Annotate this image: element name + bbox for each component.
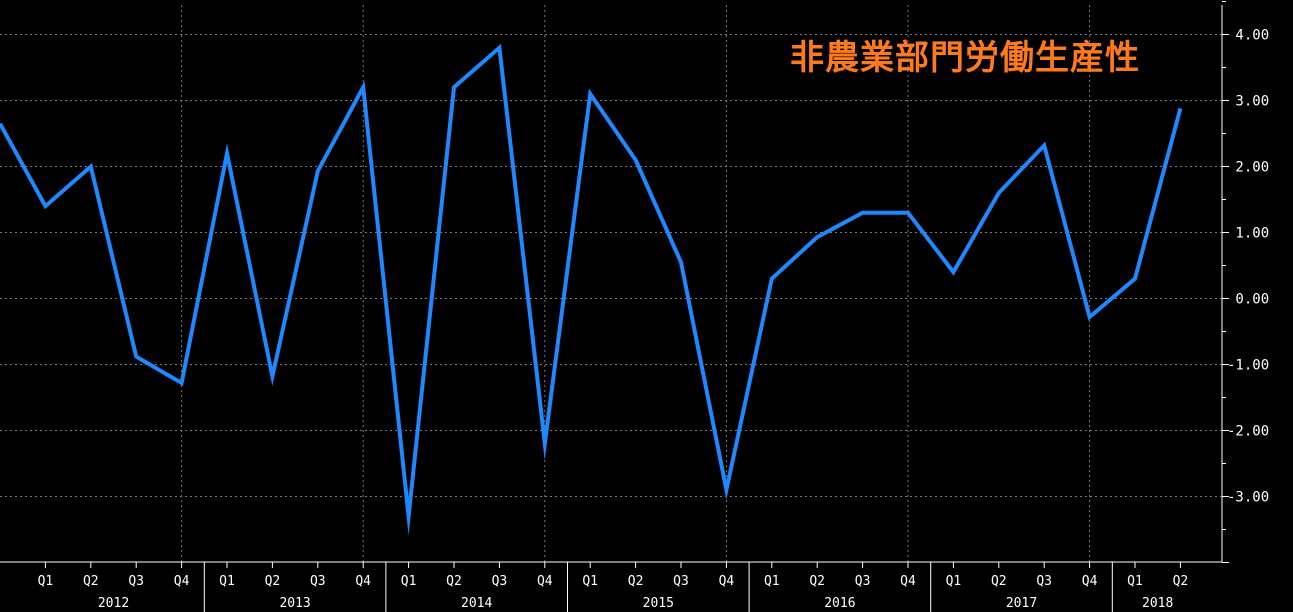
y-tick-label: 4.00 (1227, 28, 1269, 44)
data-point (134, 355, 138, 359)
data-point (270, 374, 274, 378)
x-tick-label: Q4 (537, 574, 553, 589)
y-tick-label: -2.00 (1227, 424, 1269, 440)
data-point (497, 46, 501, 50)
x-tick-label: Q3 (673, 574, 689, 589)
data-point (815, 235, 819, 239)
data-point (361, 85, 365, 89)
year-label: 2013 (279, 596, 310, 611)
data-point (225, 151, 229, 155)
x-tick-label: Q4 (900, 574, 916, 589)
x-tick-label: Q4 (1082, 574, 1098, 589)
x-tick-label: Q2 (628, 574, 644, 589)
data-point (1133, 277, 1137, 281)
x-tick-label: Q4 (174, 574, 190, 589)
data-point (1042, 143, 1046, 147)
year-label: 2015 (643, 596, 674, 611)
x-tick-label: Q1 (219, 574, 235, 589)
data-point (634, 158, 638, 162)
x-tick-label: Q4 (719, 574, 735, 589)
x-tick-label: Q2 (809, 574, 825, 589)
data-point (452, 85, 456, 89)
x-tick-label: Q2 (1173, 574, 1189, 589)
x-tick-label: Q3 (128, 574, 144, 589)
x-tick-label: Q2 (446, 574, 462, 589)
y-tick-label: 1.00 (1227, 226, 1269, 242)
data-point (43, 204, 47, 208)
x-tick-label: Q1 (582, 574, 598, 589)
data-point (1178, 106, 1182, 110)
data-point (906, 211, 910, 215)
data-point (180, 381, 184, 385)
year-label: 2014 (461, 596, 492, 611)
year-label: 2017 (1006, 596, 1037, 611)
x-tick-label: Q2 (991, 574, 1007, 589)
year-label: 2016 (824, 596, 855, 611)
x-tick-label: Q1 (401, 574, 417, 589)
x-tick-label: Q3 (1036, 574, 1052, 589)
year-label: 2012 (98, 596, 129, 611)
data-point (724, 488, 728, 492)
y-tick-label: 0.00 (1227, 292, 1269, 308)
data-point (588, 92, 592, 96)
x-tick-label: Q1 (38, 574, 54, 589)
data-point (770, 277, 774, 281)
x-tick-label: Q3 (492, 574, 508, 589)
data-point (543, 442, 547, 446)
data-point (861, 211, 865, 215)
chart-title: 非農業部門労働生産性 (790, 38, 1140, 78)
x-tick-label: Q3 (310, 574, 326, 589)
x-tick-label: Q1 (764, 574, 780, 589)
x-tick-label: Q1 (946, 574, 962, 589)
y-tick-label: 2.00 (1227, 160, 1269, 176)
data-point (89, 165, 93, 169)
data-point (679, 260, 683, 264)
x-tick-label: Q3 (855, 574, 871, 589)
y-tick-label: -3.00 (1227, 490, 1269, 506)
x-tick-label: Q4 (355, 574, 371, 589)
data-point (407, 514, 411, 518)
data-point (997, 191, 1001, 195)
x-tick-label: Q1 (1127, 574, 1143, 589)
series-line (0, 43, 1183, 536)
y-tick-label: -1.00 (1227, 358, 1269, 374)
data-point (316, 169, 320, 173)
x-tick-label: Q2 (265, 574, 281, 589)
x-tick-label: Q2 (83, 574, 99, 589)
y-tick-label: 3.00 (1227, 94, 1269, 110)
year-label: 2018 (1142, 596, 1173, 611)
data-point (951, 270, 955, 274)
data-point (1088, 315, 1092, 319)
